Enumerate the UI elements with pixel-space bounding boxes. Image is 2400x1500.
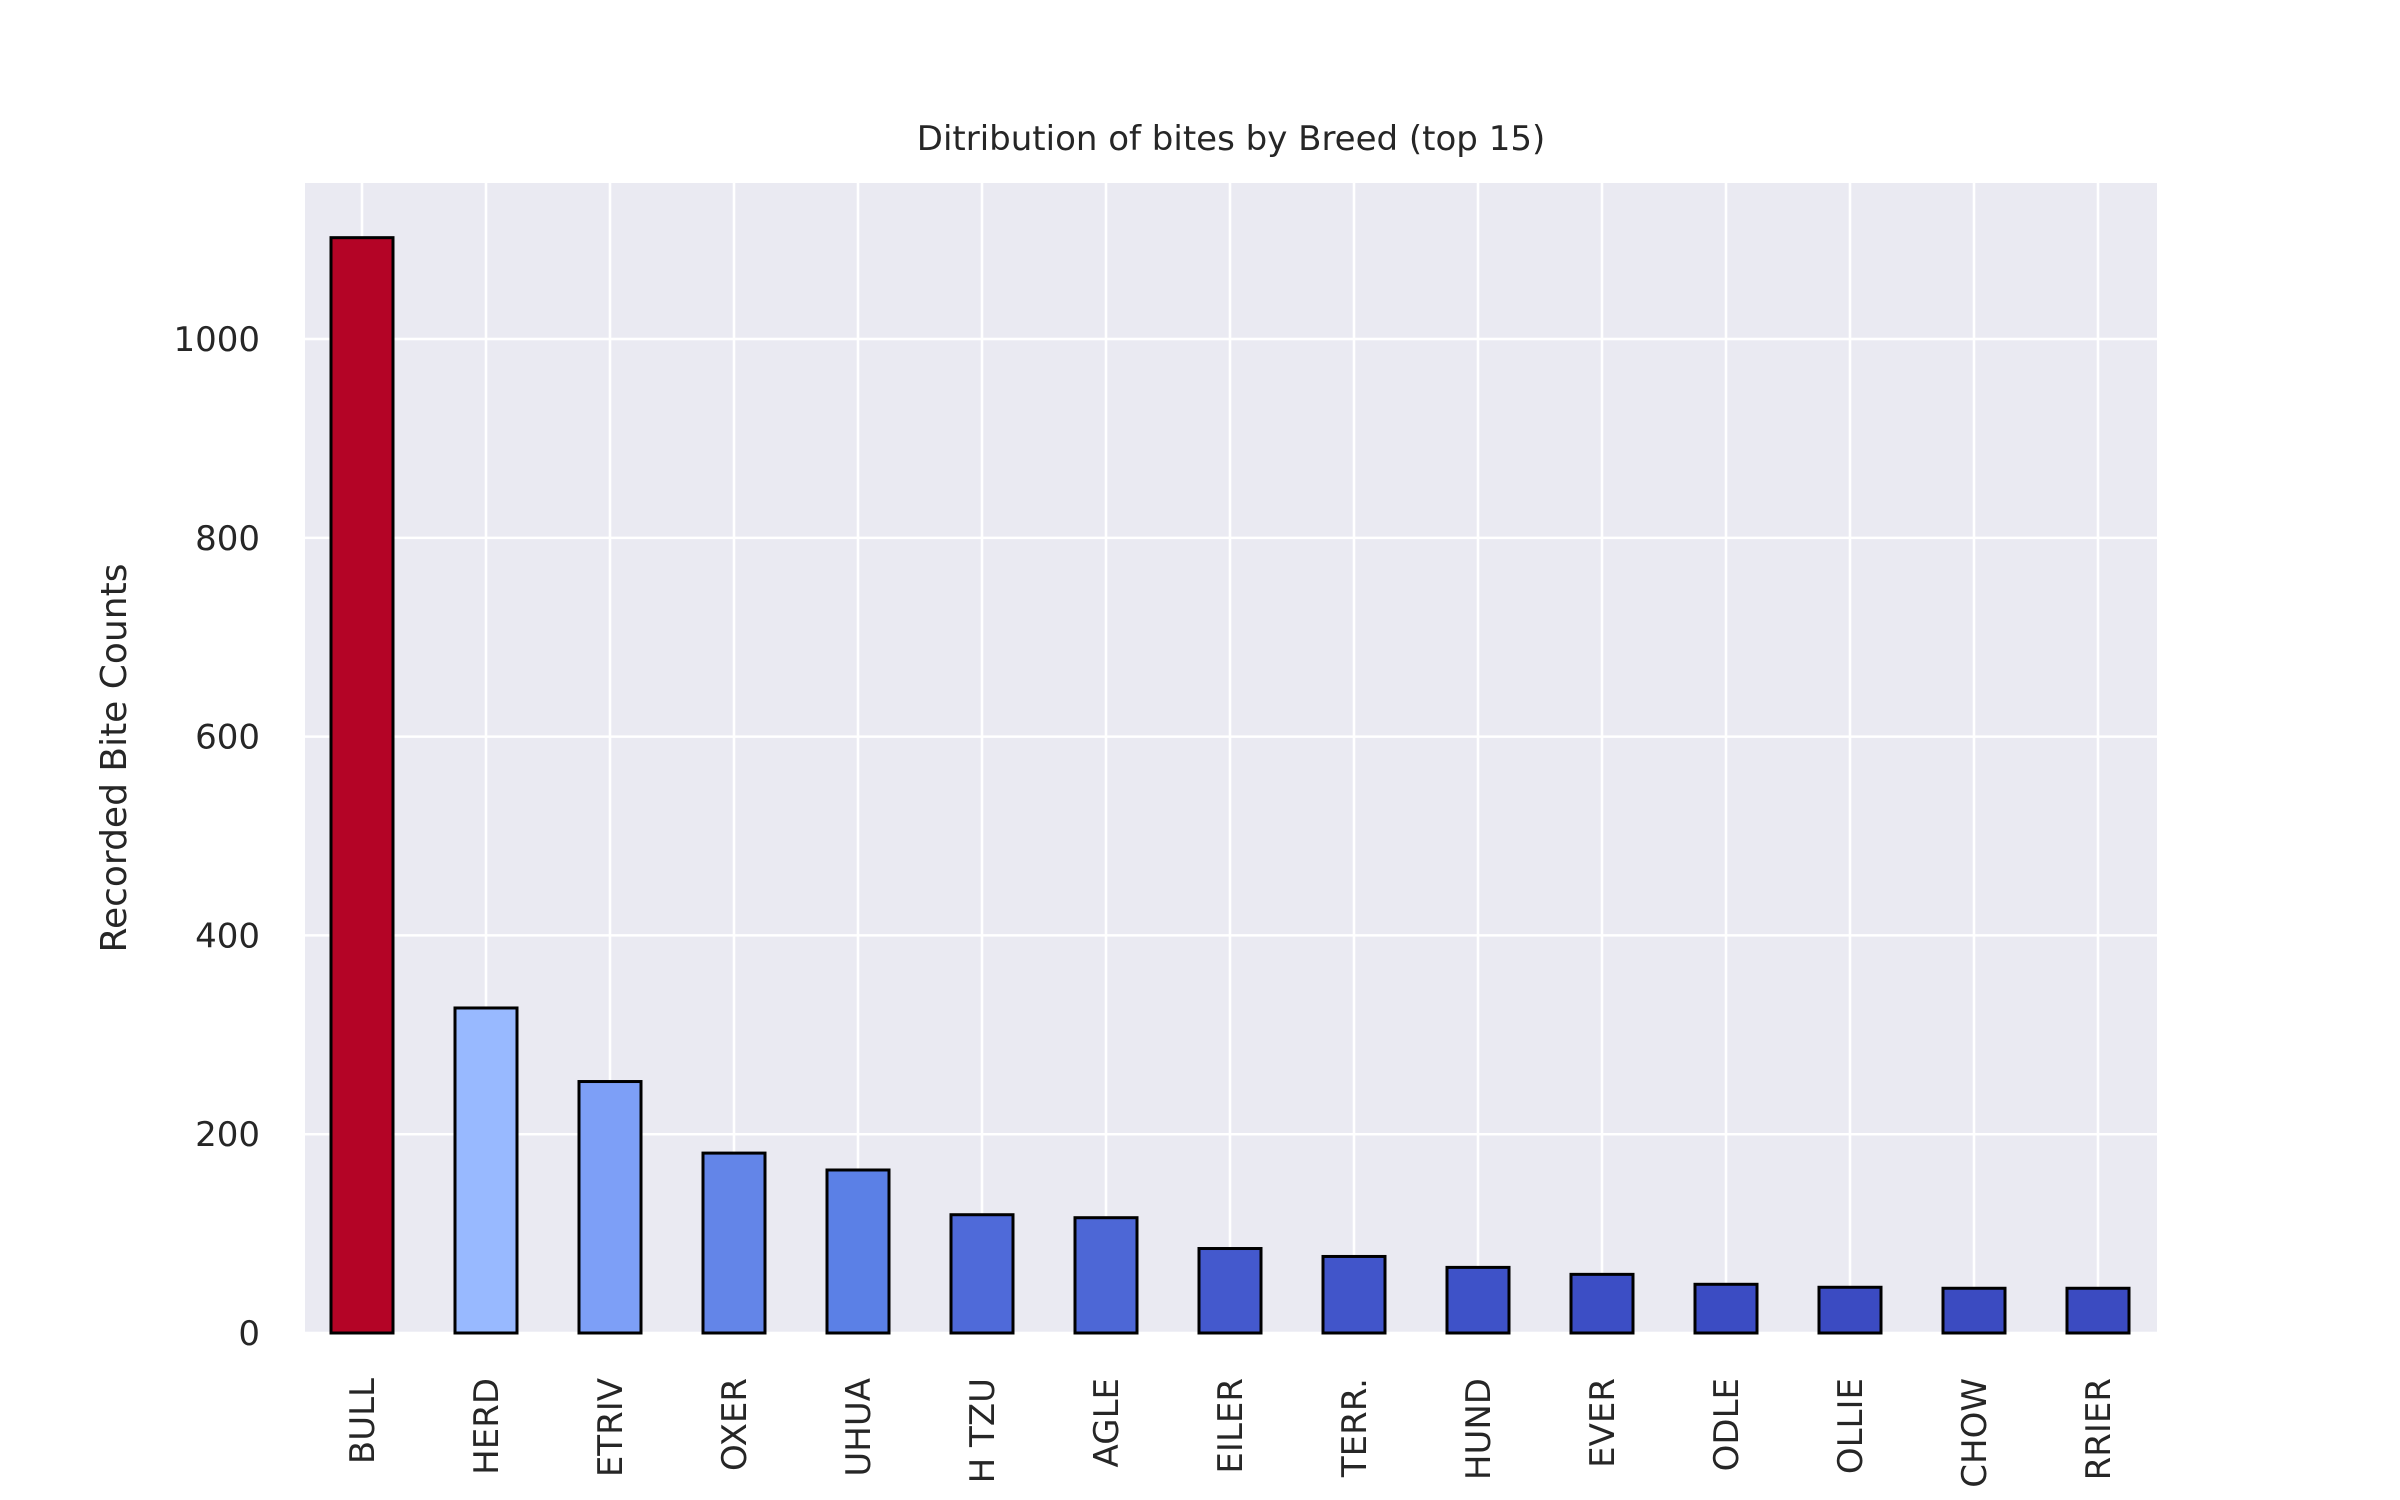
y-tick-label: 400 bbox=[195, 916, 260, 956]
y-tick-label: 800 bbox=[195, 519, 260, 559]
x-tick-label: HERD bbox=[467, 1378, 507, 1475]
y-tick-label: 200 bbox=[195, 1115, 260, 1155]
bar bbox=[1445, 1265, 1511, 1335]
x-tick-label: UHUA bbox=[839, 1378, 879, 1477]
x-tick-label: OXER bbox=[715, 1378, 755, 1471]
bar bbox=[825, 1168, 891, 1335]
bar bbox=[577, 1080, 643, 1335]
x-tick-label: ETRIV bbox=[591, 1378, 631, 1477]
x-tick-label: HUND bbox=[1459, 1378, 1499, 1480]
bar bbox=[2065, 1286, 2131, 1335]
bar bbox=[701, 1151, 767, 1335]
x-axis-ticks: BULL HERD ETRIV OXER UHUA H TZU AGLE EILER TERR.… bbox=[343, 1378, 2119, 1488]
x-tick-label: AGLE bbox=[1087, 1378, 1127, 1467]
y-axis-label: Recorded Bite Counts bbox=[94, 564, 135, 953]
x-tick-label: BULL bbox=[343, 1378, 383, 1464]
x-tick-label: ODLE bbox=[1707, 1378, 1747, 1471]
x-tick-label: EVER bbox=[1583, 1378, 1623, 1468]
chart-title: Ditribution of bites by Breed (top 15) bbox=[917, 119, 1545, 159]
bar bbox=[453, 1006, 519, 1335]
x-tick-label: EILER bbox=[1211, 1378, 1251, 1474]
x-tick-label: TERR. bbox=[1335, 1378, 1375, 1478]
bar bbox=[1569, 1272, 1635, 1335]
grid-lines bbox=[305, 183, 2157, 1335]
bar bbox=[949, 1213, 1015, 1335]
y-tick-label: 600 bbox=[195, 718, 260, 758]
x-tick-label: OLLIE bbox=[1831, 1378, 1871, 1474]
x-tick-label: RRIER bbox=[2079, 1378, 2119, 1480]
bar bbox=[1073, 1216, 1139, 1335]
bar bbox=[1693, 1282, 1759, 1335]
bar bbox=[1321, 1254, 1387, 1335]
y-tick-label: 1000 bbox=[173, 320, 260, 360]
bar bbox=[1817, 1285, 1883, 1335]
y-axis-ticks: 0 200 400 600 800 1000 bbox=[173, 320, 260, 1354]
bar bbox=[1197, 1247, 1263, 1335]
bar bbox=[1941, 1286, 2007, 1335]
bar bbox=[329, 236, 395, 1335]
x-tick-label: CHOW bbox=[1955, 1378, 1995, 1488]
x-tick-label: H TZU bbox=[963, 1378, 1003, 1483]
bars bbox=[329, 236, 2131, 1335]
y-tick-label: 0 bbox=[238, 1314, 260, 1354]
